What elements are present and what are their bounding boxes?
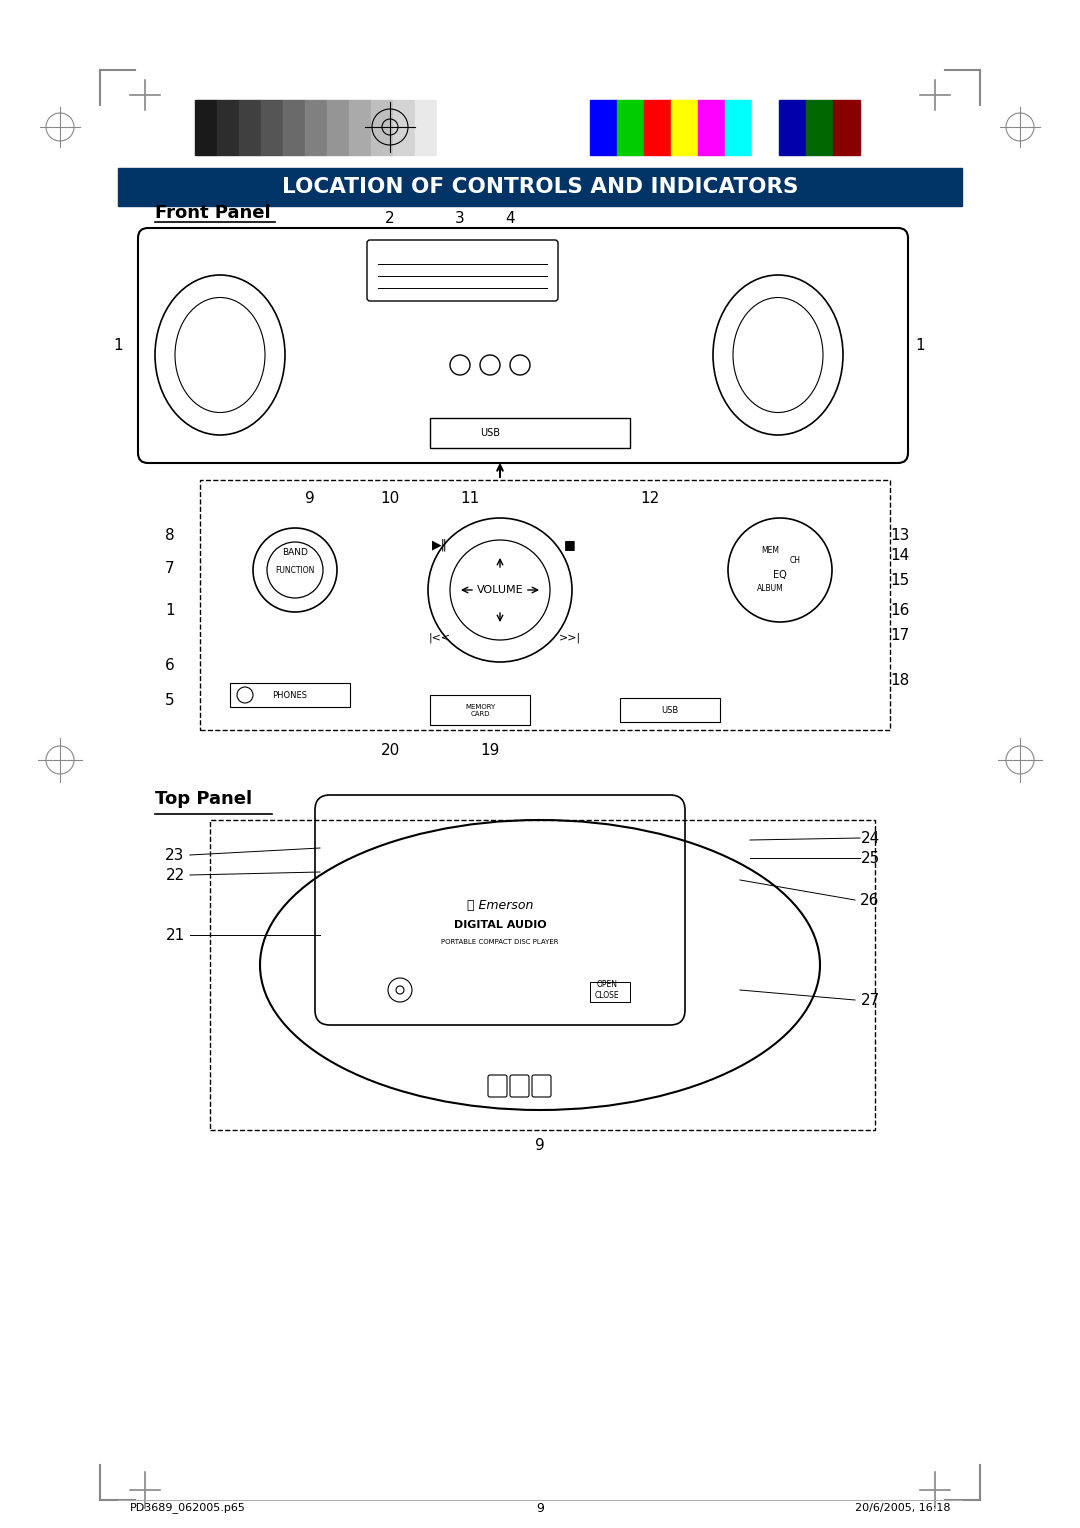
Text: BAND: BAND [282,547,308,556]
Bar [437,99,459,154]
Text: 24: 24 [861,831,879,845]
Bar [393,99,415,154]
Text: 25: 25 [861,851,879,865]
Text: 23: 23 [165,848,185,862]
Text: MEMORY
CARD: MEMORY CARD [464,703,495,717]
Text: 4: 4 [505,211,515,226]
Bar [779,99,806,154]
Text: 20: 20 [380,743,400,758]
Text: ■: ■ [564,538,576,552]
Text: 13: 13 [890,527,909,542]
Text: 11: 11 [460,490,480,506]
Bar [725,99,752,154]
Text: 20/6/2005, 16:18: 20/6/2005, 16:18 [854,1504,950,1513]
Text: 18: 18 [890,672,909,688]
Text: ALBUM: ALBUM [757,584,783,593]
Bar [833,99,860,154]
Text: VOLUME: VOLUME [476,585,524,594]
Bar [430,695,530,724]
Bar [752,99,779,154]
Text: DIGITAL AUDIO: DIGITAL AUDIO [454,920,546,931]
Text: Top Panel: Top Panel [156,790,252,808]
Bar [210,821,875,1131]
Bar [217,99,239,154]
Text: 2: 2 [386,211,395,226]
Text: PHONES: PHONES [272,691,308,700]
Text: 21: 21 [165,927,185,943]
Text: |<<: |<< [429,633,451,643]
Bar [195,99,217,154]
Bar [590,983,630,1002]
Bar [806,99,833,154]
Text: 26: 26 [861,892,880,908]
Text: 15: 15 [890,573,909,587]
Text: 27: 27 [861,993,879,1007]
Text: 19: 19 [481,743,500,758]
Text: 8: 8 [165,527,175,542]
Text: Front Panel: Front Panel [156,205,271,222]
Bar [590,99,617,154]
Text: 1: 1 [165,602,175,617]
Text: 9: 9 [535,1137,545,1152]
Text: 9: 9 [306,490,315,506]
Text: 7: 7 [165,561,175,576]
Bar [430,419,630,448]
Bar [671,99,698,154]
Bar [305,99,327,154]
Bar [349,99,372,154]
Bar [239,99,261,154]
Text: 17: 17 [890,628,909,642]
Text: CH: CH [789,556,800,564]
Bar [230,683,350,707]
Text: 22: 22 [165,868,185,883]
Text: USB: USB [661,706,678,715]
Text: PORTABLE COMPACT DISC PLAYER: PORTABLE COMPACT DISC PLAYER [442,940,558,944]
Text: OPEN
CLOSE: OPEN CLOSE [595,981,619,999]
Text: 1: 1 [113,338,123,353]
Bar [620,698,720,723]
Text: USB: USB [480,428,500,439]
Text: >>|: >>| [559,633,581,643]
Bar [261,99,283,154]
Text: 10: 10 [380,490,400,506]
Bar [372,99,393,154]
Bar [644,99,671,154]
Text: PD3689_062005.p65: PD3689_062005.p65 [130,1502,246,1513]
Bar [698,99,725,154]
Text: LOCATION OF CONTROLS AND INDICATORS: LOCATION OF CONTROLS AND INDICATORS [282,177,798,197]
Text: FUNCTION: FUNCTION [275,565,314,575]
Bar [415,99,437,154]
Bar [327,99,349,154]
Text: EQ: EQ [773,570,787,581]
Text: 6: 6 [165,657,175,672]
Text: Ⓔ Emerson: Ⓔ Emerson [467,898,534,912]
Text: 1: 1 [915,338,924,353]
Text: 16: 16 [890,602,909,617]
Text: 3: 3 [455,211,464,226]
Bar [617,99,644,154]
Text: MEM: MEM [761,545,779,555]
Text: 5: 5 [165,692,175,707]
Bar [200,480,890,730]
Bar [283,99,305,154]
Text: 9: 9 [536,1502,544,1514]
Text: 14: 14 [890,547,909,562]
Text: 12: 12 [640,490,660,506]
Text: ▶‖: ▶‖ [432,538,448,552]
Bar [118,168,962,206]
